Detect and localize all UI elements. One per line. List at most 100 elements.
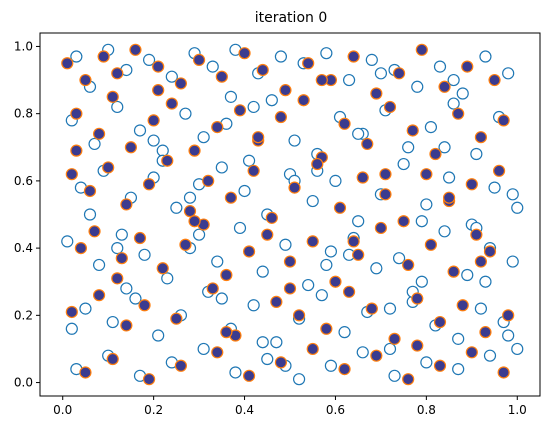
filled-data-point <box>156 262 169 275</box>
filled-data-point <box>288 181 301 194</box>
filled-data-point <box>424 238 438 251</box>
hollow-data-point <box>106 315 119 329</box>
hollow-data-point <box>447 73 460 87</box>
filled-data-point <box>342 285 356 298</box>
plot-area <box>39 32 541 397</box>
filled-data-point <box>174 77 188 90</box>
hollow-data-point <box>192 228 206 241</box>
hollow-data-point <box>215 292 228 305</box>
hollow-data-point <box>356 346 369 359</box>
y-tick-label: 0.8 <box>14 107 33 121</box>
filled-data-point <box>415 43 428 56</box>
hollow-data-point <box>483 349 497 362</box>
x-tick-label: 0.8 <box>417 403 436 417</box>
x-tick-label: 0.2 <box>144 403 163 417</box>
y-tick-label: 1.0 <box>14 39 33 53</box>
filled-data-point <box>347 235 360 248</box>
filled-data-point <box>79 73 92 87</box>
filled-data-point <box>292 309 306 322</box>
hollow-data-point <box>438 141 451 154</box>
filled-data-point <box>433 359 447 372</box>
filled-data-point <box>338 363 351 376</box>
filled-data-point <box>220 268 233 282</box>
hollow-data-point <box>170 201 183 214</box>
filled-data-point <box>215 70 228 83</box>
filled-data-point <box>261 228 274 241</box>
hollow-data-point <box>352 127 365 140</box>
filled-data-point <box>106 352 119 366</box>
filled-data-point <box>224 191 238 204</box>
filled-data-point <box>106 90 119 103</box>
y-tick-label: 0.0 <box>14 376 33 390</box>
hollow-data-point <box>415 215 428 228</box>
hollow-data-point <box>383 302 397 315</box>
filled-data-point <box>379 168 392 181</box>
filled-data-point <box>142 178 156 191</box>
hollow-data-point <box>338 326 351 339</box>
filled-data-point <box>92 289 106 302</box>
hollow-data-point <box>388 369 401 382</box>
filled-data-point <box>406 124 419 137</box>
filled-data-point <box>165 97 178 110</box>
hollow-data-point <box>420 356 433 369</box>
hollow-data-point <box>65 322 78 335</box>
hollow-data-point <box>502 329 515 342</box>
filled-data-point <box>329 275 342 288</box>
hollow-data-point <box>111 242 124 255</box>
filled-data-point <box>502 309 515 322</box>
hollow-data-point <box>120 282 133 295</box>
filled-data-point <box>61 57 74 70</box>
filled-data-point <box>274 356 288 369</box>
hollow-data-point <box>433 60 447 73</box>
filled-data-point <box>420 168 433 181</box>
filled-data-point <box>302 57 315 70</box>
hollow-data-point <box>229 366 242 379</box>
filled-data-point <box>220 326 233 339</box>
hollow-data-point <box>279 238 292 251</box>
hollow-data-point <box>183 191 197 204</box>
hollow-data-point <box>392 252 406 265</box>
filled-data-point <box>238 47 251 60</box>
filled-data-point <box>297 94 310 107</box>
y-axis: 0.0 0.2 0.4 0.6 0.8 1.0 <box>14 39 40 390</box>
filled-data-point <box>402 373 415 386</box>
filled-data-point <box>70 144 83 157</box>
filled-data-point <box>433 315 447 329</box>
filled-data-point <box>129 43 142 56</box>
hollow-data-point <box>206 60 219 73</box>
filled-data-point <box>111 67 124 80</box>
filled-data-point <box>83 184 97 198</box>
filled-data-point <box>361 137 374 151</box>
filled-data-point <box>470 228 483 241</box>
filled-data-point <box>379 188 392 201</box>
filled-data-point <box>88 225 101 238</box>
filled-data-point <box>333 201 347 214</box>
hollow-data-point <box>265 94 278 107</box>
filled-data-point <box>115 252 128 265</box>
filled-data-point <box>74 242 88 255</box>
filled-data-point <box>492 164 506 177</box>
filled-data-point <box>152 60 165 73</box>
hollow-data-point <box>315 289 328 302</box>
filled-data-point <box>338 117 351 130</box>
hollow-data-point <box>342 73 356 87</box>
filled-data-point <box>465 346 478 359</box>
hollow-data-point <box>242 154 256 167</box>
hollow-data-point <box>470 147 483 161</box>
filled-data-point <box>392 67 406 80</box>
hollow-data-point <box>324 359 338 372</box>
filled-data-point <box>411 292 424 305</box>
hollow-data-point <box>420 198 433 211</box>
filled-data-point <box>283 282 297 295</box>
hollow-data-point <box>402 141 415 154</box>
filled-data-point <box>365 302 378 315</box>
filled-data-point <box>183 205 197 218</box>
hollow-data-point <box>152 329 165 342</box>
hollow-data-point <box>324 245 338 258</box>
hollow-data-point <box>133 124 147 137</box>
filled-data-point <box>192 53 206 66</box>
hollow-data-point <box>88 137 101 151</box>
x-axis: 0.0 0.2 0.4 0.6 0.8 1.0 <box>53 396 527 417</box>
filled-data-point <box>474 255 488 268</box>
